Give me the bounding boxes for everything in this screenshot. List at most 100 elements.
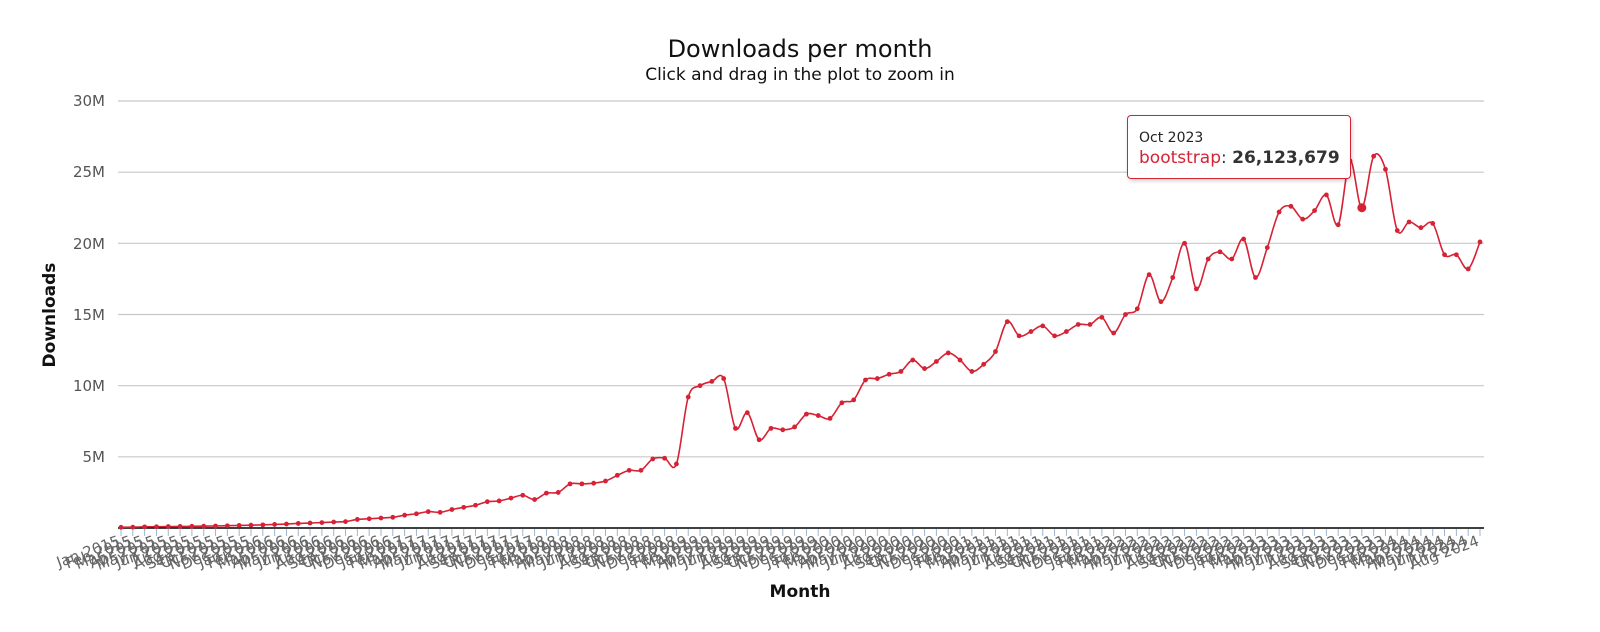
data-point[interactable]	[272, 522, 278, 527]
data-point[interactable]	[886, 371, 892, 377]
data-point[interactable]	[1241, 236, 1247, 242]
data-point[interactable]	[804, 411, 809, 417]
data-point[interactable]	[662, 455, 667, 461]
data-point[interactable]	[484, 499, 490, 505]
data-point[interactable]	[1383, 166, 1388, 172]
data-point[interactable]	[603, 478, 608, 484]
data-point[interactable]	[425, 509, 431, 515]
data-point[interactable]	[721, 376, 727, 381]
data-point[interactable]	[1264, 245, 1270, 251]
data-point[interactable]	[827, 416, 833, 421]
data-point[interactable]	[1075, 322, 1081, 327]
data-point[interactable]	[1170, 275, 1176, 280]
data-point[interactable]	[780, 427, 786, 433]
data-point[interactable]	[969, 369, 975, 374]
data-point[interactable]	[378, 515, 384, 521]
data-point[interactable]	[520, 492, 526, 498]
hovered-point-marker[interactable]	[1357, 203, 1367, 213]
data-point[interactable]	[1288, 203, 1294, 209]
data-point[interactable]	[957, 357, 963, 363]
data-point[interactable]	[1394, 228, 1400, 233]
data-point[interactable]	[1016, 333, 1022, 339]
data-point[interactable]	[354, 517, 360, 522]
data-point[interactable]	[248, 522, 254, 528]
data-point[interactable]	[1229, 256, 1235, 262]
data-point[interactable]	[1430, 221, 1436, 226]
data-point[interactable]	[544, 490, 549, 496]
data-point[interactable]	[768, 425, 774, 431]
data-point[interactable]	[733, 425, 738, 431]
data-point[interactable]	[1123, 312, 1128, 317]
data-point[interactable]	[284, 521, 289, 527]
data-point[interactable]	[815, 413, 821, 418]
data-point[interactable]	[614, 472, 620, 478]
data-point[interactable]	[130, 524, 136, 530]
data-point[interactable]	[1406, 219, 1412, 225]
data-point[interactable]	[189, 523, 195, 529]
data-point[interactable]	[567, 481, 573, 487]
data-point[interactable]	[874, 376, 880, 381]
data-point[interactable]	[236, 523, 242, 528]
data-point[interactable]	[224, 523, 230, 529]
data-point[interactable]	[437, 509, 443, 515]
data-point[interactable]	[981, 361, 987, 367]
data-point[interactable]	[1300, 216, 1306, 222]
data-point[interactable]	[744, 410, 750, 416]
data-point[interactable]	[1182, 240, 1187, 246]
data-point[interactable]	[792, 424, 797, 430]
data-point[interactable]	[1087, 322, 1093, 327]
data-point[interactable]	[1335, 222, 1341, 228]
data-point[interactable]	[1028, 329, 1034, 334]
data-point[interactable]	[1146, 272, 1152, 278]
data-point[interactable]	[1193, 286, 1199, 292]
data-point[interactable]	[260, 522, 266, 528]
data-point[interactable]	[532, 497, 538, 502]
data-point[interactable]	[1418, 225, 1424, 231]
data-point[interactable]	[473, 502, 478, 508]
data-point[interactable]	[863, 377, 868, 383]
data-point[interactable]	[1205, 256, 1211, 262]
data-point[interactable]	[709, 378, 715, 384]
data-point[interactable]	[1040, 323, 1046, 329]
data-point[interactable]	[756, 437, 762, 443]
data-point[interactable]	[1063, 329, 1069, 334]
data-point[interactable]	[1099, 314, 1105, 320]
data-point[interactable]	[496, 498, 502, 504]
data-point[interactable]	[295, 521, 301, 526]
data-point[interactable]	[213, 523, 218, 529]
data-point[interactable]	[331, 519, 337, 525]
data-point[interactable]	[1111, 330, 1117, 336]
data-point[interactable]	[674, 461, 679, 467]
data-point[interactable]	[1253, 275, 1258, 280]
data-point[interactable]	[910, 357, 916, 363]
data-point[interactable]	[118, 524, 124, 530]
data-point[interactable]	[461, 504, 467, 510]
data-point[interactable]	[390, 514, 396, 520]
data-point[interactable]	[402, 512, 408, 518]
data-point[interactable]	[1217, 249, 1223, 255]
series-line-bootstrap[interactable]	[120, 153, 1481, 529]
data-point[interactable]	[343, 519, 348, 524]
data-point[interactable]	[898, 369, 904, 374]
data-point[interactable]	[1158, 299, 1164, 305]
data-point[interactable]	[579, 481, 585, 487]
data-point[interactable]	[626, 467, 632, 473]
data-point[interactable]	[945, 350, 951, 356]
data-point[interactable]	[1052, 333, 1057, 339]
data-point[interactable]	[851, 397, 857, 403]
data-point[interactable]	[177, 524, 183, 529]
data-point[interactable]	[650, 456, 656, 462]
data-point[interactable]	[1004, 319, 1010, 325]
data-point[interactable]	[922, 366, 927, 371]
data-point[interactable]	[319, 520, 325, 525]
data-point[interactable]	[1276, 209, 1282, 215]
data-point[interactable]	[165, 524, 171, 529]
data-point[interactable]	[934, 359, 939, 364]
data-point[interactable]	[591, 480, 597, 486]
series-markers[interactable]	[118, 153, 1483, 530]
data-point[interactable]	[1465, 266, 1471, 272]
data-point[interactable]	[685, 394, 691, 400]
data-point[interactable]	[1453, 252, 1459, 258]
data-point[interactable]	[366, 516, 372, 522]
